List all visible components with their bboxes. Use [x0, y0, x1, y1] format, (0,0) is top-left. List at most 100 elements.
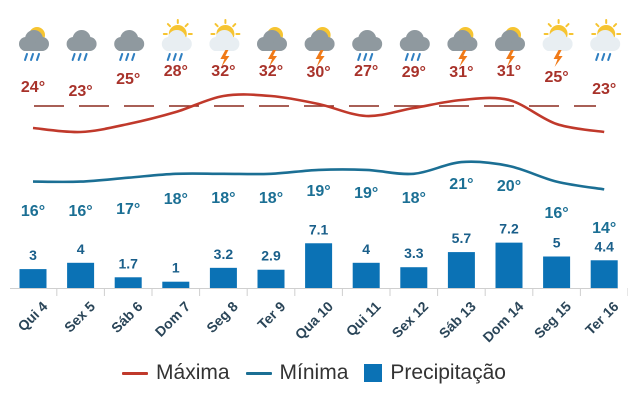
chart-legend: Máxima Mínima Precipitação [0, 358, 628, 388]
precip-bar[interactable] [162, 281, 190, 288]
rain-drop-icon [24, 53, 28, 61]
cloud-icon [447, 30, 478, 51]
cloud-icon [399, 30, 430, 51]
cloud-icon [304, 30, 335, 51]
precip-bar[interactable] [67, 262, 95, 288]
rain-drop-icon [410, 53, 415, 61]
cloud-base [163, 43, 189, 51]
precip-bar[interactable] [19, 269, 47, 288]
x-tick-label: Seg 15 [531, 298, 574, 341]
max-temp-label: 29° [402, 64, 426, 81]
precip-label: 7.1 [309, 221, 329, 237]
max-temp-label: 25° [116, 71, 140, 88]
x-tick-label: Ter 16 [582, 298, 622, 338]
precip-bar[interactable] [495, 242, 523, 288]
cloud-base [306, 43, 332, 51]
precip-label: 1.7 [118, 255, 138, 271]
cloud-rain-icon [352, 30, 383, 61]
sun-ray [232, 23, 237, 28]
x-tick-label: Qua 10 [292, 298, 336, 342]
cloud-sun-rain-icon [19, 27, 49, 61]
precip-bar[interactable] [257, 269, 285, 288]
x-tick-label: Dom 7 [152, 298, 194, 340]
sun-ray [166, 23, 172, 28]
precip-bar[interactable] [209, 267, 237, 288]
min-temp-label: 16° [68, 203, 92, 220]
lightning-icon [458, 50, 468, 67]
precip-bar[interactable] [400, 267, 428, 288]
sun-cloud-storm-icon [209, 19, 241, 67]
lightning-icon [506, 50, 515, 67]
max-temp-label: 28° [164, 63, 188, 80]
precip-label: 2.9 [261, 248, 281, 264]
sun-ray [184, 23, 189, 28]
precip-bar[interactable] [543, 256, 571, 289]
cloud-base [497, 43, 522, 51]
sun-ray [595, 23, 600, 28]
precip-label: 3.3 [404, 245, 424, 261]
precip-label: 7.2 [499, 221, 519, 237]
rain-drop-icon [363, 53, 368, 61]
cloud-base [354, 43, 380, 51]
x-tick-label: Dom 14 [479, 298, 526, 345]
precip-bar[interactable] [590, 260, 618, 288]
legend-swatch-precip [364, 364, 383, 382]
x-tick-label: Sáb 6 [108, 298, 146, 336]
cloud-base [116, 43, 142, 51]
rain-drop-icon [601, 53, 606, 61]
x-tick-label: Sáb 13 [436, 298, 479, 341]
max-temp-label: 32° [259, 63, 283, 80]
cloud-storm-icon [447, 27, 478, 67]
sun-cloud-rain-icon [590, 19, 622, 61]
precip-bar[interactable] [352, 262, 380, 288]
precip-bar[interactable] [305, 243, 333, 288]
max-temp-label: 25° [544, 69, 568, 86]
min-temp-label: 16° [21, 203, 45, 220]
rain-drop-icon [131, 53, 136, 61]
rain-drop-icon [30, 53, 34, 61]
max-temp-label: 31° [497, 63, 521, 80]
precip-label: 4.4 [594, 238, 614, 254]
cloud-icon [161, 30, 192, 51]
lightning-icon [553, 50, 563, 67]
max-temp-label: 31° [449, 64, 473, 81]
precip-label: 5.7 [452, 230, 472, 246]
max-temp-label: 30° [306, 64, 330, 81]
legend-item-max[interactable]: Máxima [122, 361, 230, 385]
legend-item-min[interactable]: Mínima [245, 361, 349, 385]
sun-ray [547, 23, 552, 28]
precip-bar[interactable] [114, 277, 142, 288]
min-temp-line [32, 160, 605, 191]
cloud-icon [352, 30, 383, 51]
sun-ray [565, 23, 570, 28]
cloud-base [21, 43, 46, 51]
x-tick-label: Qui 4 [14, 298, 50, 334]
rain-drop-icon [416, 53, 421, 61]
cloud-icon [19, 30, 49, 51]
legend-item-precip[interactable]: Precipitação [364, 361, 506, 385]
legend-label-min: Mínima [279, 361, 349, 384]
precip-label: 5 [553, 235, 561, 251]
rain-drop-icon [369, 53, 374, 61]
cloud-base [211, 43, 237, 51]
cloud-base [401, 43, 427, 51]
x-tick-label: Sex 12 [389, 298, 432, 341]
cloud-base [592, 43, 618, 51]
rain-drop-icon [71, 53, 76, 61]
min-temp-label: 18° [402, 190, 426, 207]
min-temp-label: 14° [592, 220, 616, 237]
legend-swatch-max [122, 371, 149, 375]
precip-label: 3 [29, 247, 37, 263]
cloud-rain-icon [399, 30, 430, 61]
precip-bar[interactable] [447, 252, 475, 288]
cloud-rain-icon [114, 30, 145, 61]
legend-swatch-min [245, 371, 272, 375]
min-temp-label: 18° [164, 191, 188, 208]
x-tick-label: Qui 11 [343, 298, 384, 339]
lightning-icon [220, 50, 230, 67]
max-temp-label: 27° [354, 63, 378, 80]
max-temp-label: 32° [211, 63, 235, 80]
cloud-storm-icon [495, 27, 525, 67]
max-temp-label: 23° [68, 83, 92, 100]
cloud-base [68, 43, 94, 51]
